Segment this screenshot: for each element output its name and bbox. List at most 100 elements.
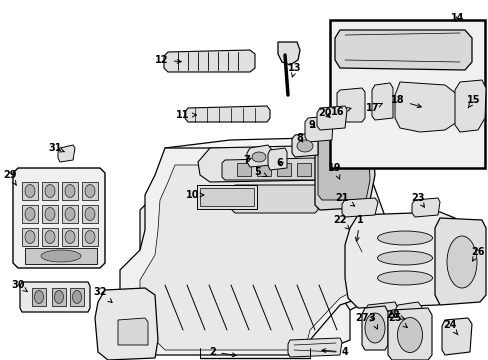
Polygon shape — [454, 80, 485, 132]
Bar — [22, 228, 38, 246]
Text: 15: 15 — [467, 95, 480, 108]
Polygon shape — [371, 83, 392, 120]
Ellipse shape — [25, 185, 35, 198]
Polygon shape — [387, 308, 431, 360]
Polygon shape — [267, 148, 286, 170]
Polygon shape — [341, 198, 377, 217]
Text: 25: 25 — [387, 313, 407, 327]
Polygon shape — [334, 30, 471, 70]
Text: 2: 2 — [209, 347, 236, 357]
Ellipse shape — [41, 250, 81, 262]
Ellipse shape — [377, 251, 431, 265]
Polygon shape — [120, 148, 389, 355]
Polygon shape — [231, 185, 317, 213]
Ellipse shape — [25, 207, 35, 220]
Text: 1: 1 — [355, 215, 363, 241]
Bar — [52, 288, 66, 306]
Bar — [42, 228, 58, 246]
Text: 19: 19 — [327, 163, 341, 179]
Bar — [42, 182, 58, 200]
Text: 23: 23 — [410, 193, 424, 207]
Polygon shape — [118, 318, 148, 345]
Bar — [62, 205, 78, 223]
Text: 13: 13 — [287, 63, 301, 77]
Ellipse shape — [45, 230, 55, 243]
Polygon shape — [278, 42, 299, 65]
Bar — [25, 248, 97, 264]
Bar — [237, 163, 250, 176]
Text: 28: 28 — [386, 310, 405, 320]
Bar — [82, 228, 98, 246]
Text: 10: 10 — [186, 190, 203, 200]
Text: 3: 3 — [368, 313, 377, 329]
Text: 26: 26 — [470, 247, 484, 261]
Polygon shape — [184, 106, 269, 122]
Ellipse shape — [377, 271, 431, 285]
Text: 4: 4 — [321, 347, 347, 357]
Polygon shape — [13, 168, 105, 268]
Bar — [82, 205, 98, 223]
Bar — [70, 288, 84, 306]
Bar — [329, 20, 484, 168]
Polygon shape — [222, 158, 317, 180]
Text: 7: 7 — [243, 155, 250, 165]
Bar — [42, 205, 58, 223]
Bar — [22, 182, 38, 200]
Text: 5: 5 — [254, 167, 266, 177]
Text: 24: 24 — [442, 320, 457, 335]
Bar — [82, 182, 98, 200]
Ellipse shape — [85, 207, 95, 220]
Ellipse shape — [72, 291, 81, 303]
Text: 32: 32 — [93, 287, 112, 302]
Text: 14: 14 — [450, 13, 464, 23]
Ellipse shape — [364, 313, 384, 343]
Ellipse shape — [397, 318, 422, 352]
Polygon shape — [364, 302, 397, 327]
Polygon shape — [95, 288, 158, 360]
Polygon shape — [316, 106, 346, 130]
Polygon shape — [246, 145, 271, 167]
Ellipse shape — [85, 185, 95, 198]
Ellipse shape — [446, 236, 476, 288]
Text: 20: 20 — [318, 108, 331, 118]
Bar — [197, 185, 257, 209]
Polygon shape — [291, 133, 317, 157]
Ellipse shape — [251, 152, 265, 162]
Ellipse shape — [45, 207, 55, 220]
Polygon shape — [317, 133, 369, 200]
Text: 16: 16 — [330, 107, 350, 117]
Bar — [296, 163, 310, 176]
Polygon shape — [140, 178, 369, 315]
Polygon shape — [163, 50, 254, 72]
Polygon shape — [58, 145, 75, 162]
Text: 11: 11 — [176, 110, 196, 120]
Polygon shape — [163, 138, 345, 215]
Text: 17: 17 — [366, 103, 382, 113]
Polygon shape — [411, 198, 439, 217]
Polygon shape — [441, 318, 471, 355]
Text: 29: 29 — [3, 170, 17, 185]
Bar — [276, 163, 290, 176]
Bar — [257, 163, 270, 176]
Ellipse shape — [35, 291, 43, 303]
Text: 9: 9 — [308, 120, 315, 130]
Text: 6: 6 — [276, 158, 283, 168]
Bar — [62, 228, 78, 246]
Ellipse shape — [25, 230, 35, 243]
Ellipse shape — [45, 185, 55, 198]
Bar — [62, 182, 78, 200]
Bar — [200, 188, 253, 206]
Polygon shape — [140, 165, 369, 350]
Text: 21: 21 — [335, 193, 354, 206]
Ellipse shape — [296, 140, 312, 152]
Ellipse shape — [85, 230, 95, 243]
Bar — [22, 205, 38, 223]
Ellipse shape — [377, 231, 431, 245]
Ellipse shape — [65, 230, 75, 243]
Ellipse shape — [65, 185, 75, 198]
Polygon shape — [345, 212, 461, 308]
Polygon shape — [305, 116, 332, 142]
Polygon shape — [130, 295, 349, 352]
Polygon shape — [434, 218, 485, 305]
Polygon shape — [287, 338, 341, 357]
